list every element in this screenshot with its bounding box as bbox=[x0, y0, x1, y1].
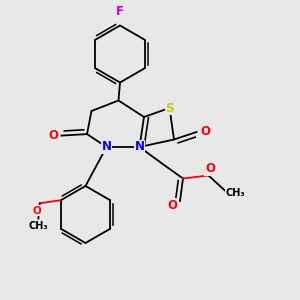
Text: O: O bbox=[48, 129, 58, 142]
Text: O: O bbox=[205, 162, 215, 176]
Text: N: N bbox=[134, 140, 145, 154]
Text: O: O bbox=[167, 199, 178, 212]
Text: CH₃: CH₃ bbox=[225, 188, 245, 199]
Text: O: O bbox=[200, 125, 210, 139]
Text: S: S bbox=[165, 101, 174, 115]
Text: O: O bbox=[32, 206, 41, 216]
Text: F: F bbox=[116, 4, 124, 18]
Text: CH₃: CH₃ bbox=[28, 221, 48, 231]
Text: N: N bbox=[101, 140, 112, 154]
